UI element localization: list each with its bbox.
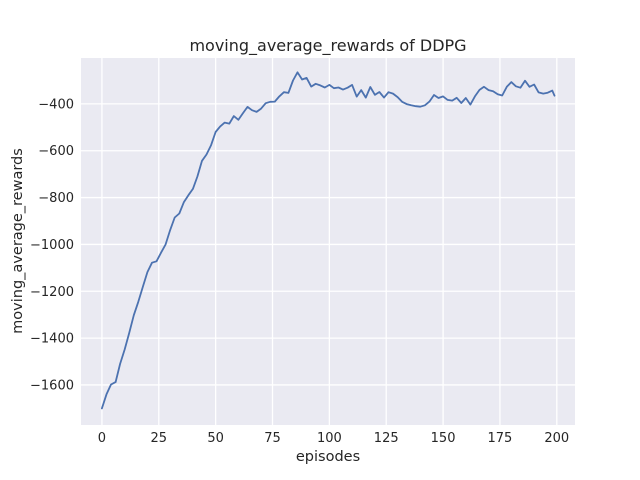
y-tick-label: −1600 <box>30 378 74 393</box>
x-tick-label: 100 <box>317 431 342 446</box>
x-tick-label: 125 <box>374 431 399 446</box>
y-tick-label: −800 <box>38 191 74 206</box>
x-tick-label: 50 <box>207 431 224 446</box>
y-tick-label: −1000 <box>30 238 74 253</box>
x-tick-label: 25 <box>151 431 168 446</box>
x-tick-label: 200 <box>544 431 569 446</box>
x-axis-label: episodes <box>295 449 361 465</box>
y-tick-label: −1400 <box>30 332 74 347</box>
plot-background <box>81 58 575 425</box>
y-tick-label: −1200 <box>30 285 74 300</box>
x-tick-label: 175 <box>488 431 513 446</box>
y-tick-label: −600 <box>38 144 74 159</box>
y-tick-label: −400 <box>38 97 74 112</box>
series-line <box>101 71 556 410</box>
x-tick-label: 150 <box>431 431 456 446</box>
x-tick-label: 75 <box>264 431 281 446</box>
chart-title: moving_average_rewards of DDPG <box>189 36 467 55</box>
x-tick-label: 0 <box>98 431 106 446</box>
